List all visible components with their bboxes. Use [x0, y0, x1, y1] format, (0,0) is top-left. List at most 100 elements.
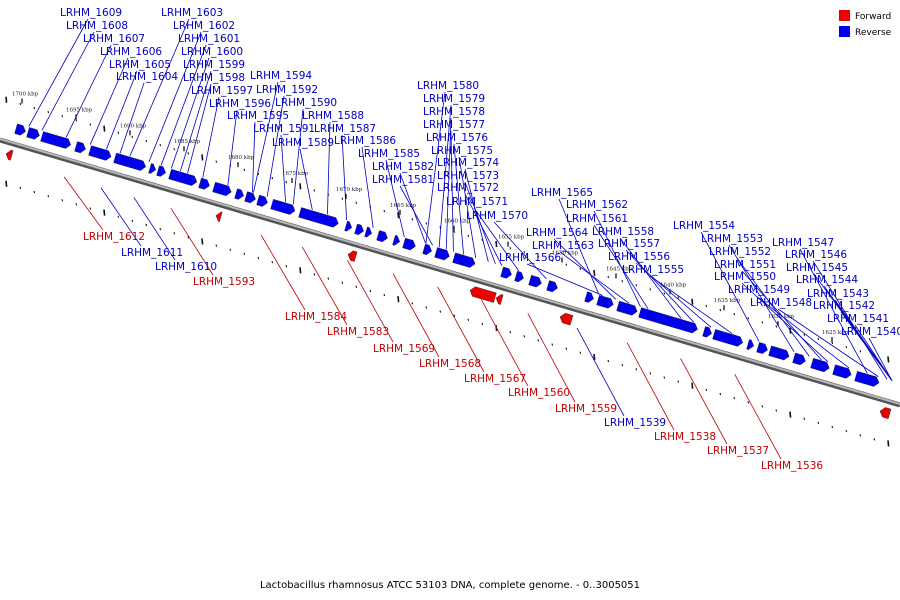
- gene-leader-line: [100, 187, 142, 247]
- gene-label: LRHM_1570: [466, 210, 528, 222]
- kbp-tick-label: 1660 kbp: [444, 219, 471, 225]
- gene-label: LRHM_1583: [327, 326, 389, 338]
- kbp-tick-label: 1655 kbp: [498, 235, 525, 241]
- lower-track-dash: [369, 289, 372, 293]
- gene-label: LRHM_1546: [785, 249, 847, 261]
- gene-arrow-reverse: [26, 127, 40, 140]
- gene-label: LRHM_1559: [555, 403, 617, 415]
- upper-track-dash: [33, 106, 36, 110]
- upper-track-dash: [845, 345, 848, 349]
- gene-arrow-reverse: [702, 326, 712, 338]
- gene-label: LRHM_1562: [566, 199, 628, 211]
- upper-track-dash: [733, 312, 736, 316]
- lower-track-dash: [593, 353, 596, 360]
- upper-track-dash: [313, 189, 316, 192]
- lower-track-dash: [215, 244, 218, 247]
- gene-arrow-forward: [215, 211, 223, 223]
- gene-leader-line: [840, 311, 893, 381]
- lower-track-dash: [299, 267, 302, 274]
- lower-track-dash: [439, 310, 442, 313]
- gene-label: LRHM_1588: [302, 110, 364, 122]
- gene-label: LRHM_1550: [714, 271, 776, 283]
- gene-label: LRHM_1564: [526, 227, 588, 239]
- upper-track-dash: [411, 218, 414, 221]
- upper-track-dash: [75, 119, 78, 122]
- upper-track-dash: [509, 247, 512, 250]
- upper-track-dash: [19, 102, 22, 106]
- gene-label: LRHM_1594: [250, 70, 312, 82]
- gene-label: LRHM_1539: [604, 417, 666, 429]
- gene-leader-line: [260, 234, 306, 311]
- gene-leader-line: [437, 286, 485, 373]
- gene-leader-line: [65, 44, 112, 138]
- gene-leader-line: [438, 104, 452, 248]
- gene-arrow-reverse: [854, 370, 880, 387]
- gene-arrow-reverse: [156, 165, 166, 177]
- lower-track-dash: [19, 186, 22, 190]
- gene-leader-line: [777, 308, 879, 377]
- upper-track-dash: [663, 292, 666, 295]
- lower-track-dash: [509, 331, 512, 334]
- gene-leader-line: [28, 18, 89, 127]
- lower-track-dash: [831, 425, 834, 429]
- upper-track-dash: [285, 181, 288, 184]
- label-layer: LRHM_1609LRHM_1608LRHM_1607LRHM_1606LRHM…: [60, 7, 900, 472]
- gene-leader-line: [635, 262, 712, 328]
- gene-arrow-reverse: [638, 307, 698, 334]
- kbp-tick-label: 1685 kbp: [174, 139, 201, 145]
- lower-track-dash: [47, 194, 50, 198]
- gene-arrow-forward: [879, 407, 892, 419]
- genome-backbone: [0, 138, 900, 405]
- gene-leader-line: [187, 83, 212, 174]
- upper-track-dash: [719, 308, 722, 312]
- legend-label-forward: Forward: [855, 12, 891, 22]
- gene-label: LRHM_1573: [437, 170, 499, 182]
- lower-track-dash: [873, 438, 876, 441]
- upper-track-dash: [453, 230, 456, 233]
- gene-leader-line: [327, 121, 331, 215]
- gene-leader-line: [464, 193, 503, 267]
- gene-label: LRHM_1606: [100, 46, 162, 58]
- gene-label: LRHM_1603: [161, 7, 223, 19]
- gene-leader-line: [700, 231, 760, 342]
- upper-track-dash: [89, 123, 92, 126]
- gene-leader-line: [799, 248, 868, 374]
- gene-leader-line: [129, 18, 190, 157]
- gene-leader-line: [292, 108, 304, 205]
- gene-label: LRHM_1552: [709, 246, 771, 258]
- gene-arrow-reverse: [422, 243, 432, 255]
- upper-track-dash: [397, 212, 400, 219]
- kbp-tick-label: 1630 kbp: [768, 314, 795, 320]
- lower-track-dash: [411, 302, 414, 305]
- upper-track-dash: [131, 135, 134, 139]
- lower-track-dash: [551, 343, 554, 346]
- lower-track-dash: [341, 281, 344, 284]
- gene-label: LRHM_1556: [608, 251, 670, 263]
- gene-leader-line: [399, 172, 426, 244]
- kbp-tick-label: 1670 kbp: [336, 187, 363, 193]
- gene-label: LRHM_1580: [417, 80, 479, 92]
- gene-leader-line: [399, 185, 434, 246]
- gene-label: LRHM_1609: [60, 7, 122, 19]
- kbp-tick-label: 1635 kbp: [714, 298, 741, 304]
- gene-leader-line: [301, 246, 348, 326]
- lower-track-dash: [173, 232, 176, 235]
- gene-leader-line: [341, 134, 347, 221]
- gene-arrow-reverse: [500, 266, 512, 279]
- kbp-tick-label: 1680 kbp: [228, 155, 255, 161]
- gene-leader-line: [202, 96, 220, 178]
- gene-arrow-reverse: [364, 226, 373, 238]
- gene-leader-line: [736, 257, 810, 357]
- upper-track-dash: [817, 337, 820, 341]
- upper-track-dash: [117, 131, 120, 134]
- upper-track-dash: [607, 275, 610, 279]
- lower-track-dash: [33, 190, 36, 194]
- gene-leader-line: [280, 134, 286, 203]
- lower-track-dash: [621, 363, 624, 367]
- gene-leader-line: [41, 31, 95, 131]
- gene-label: LRHM_1540: [841, 326, 900, 338]
- upper-track-dash: [187, 152, 190, 155]
- gene-label: LRHM_1607: [83, 33, 145, 45]
- legend: Forward Reverse: [839, 10, 892, 38]
- upper-track-dash: [271, 176, 274, 180]
